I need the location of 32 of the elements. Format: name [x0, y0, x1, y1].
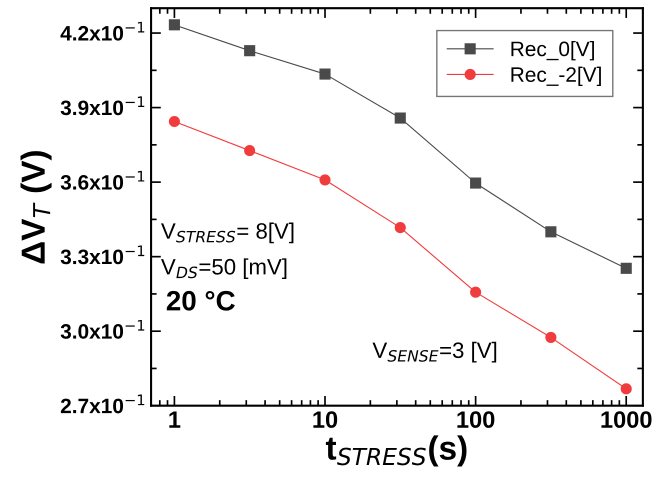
point [168, 116, 180, 128]
point [244, 145, 256, 156]
point [620, 383, 632, 394]
point [394, 222, 406, 234]
legend-label: Rec_-2[V] [511, 66, 601, 86]
x-tick-label: 10 [313, 411, 338, 428]
point [319, 174, 331, 186]
legend-label: Rec_0[V] [511, 40, 594, 60]
y-tick-label: 3.6x10$^{−1}$ [60, 170, 144, 190]
y-tick-label: 2.7x10$^{−1}$ [60, 394, 144, 414]
x-tick-label: 100 [457, 411, 494, 428]
point [394, 112, 406, 124]
x-tick-label: 1000 [601, 411, 652, 428]
annotation: V$_{DS}$=50 [mV] [161, 258, 286, 280]
x-axis-title: t$_{STRESS}$(s) [326, 435, 467, 466]
y-tick-label: 3.3x10$^{−1}$ [60, 245, 144, 264]
y-tick-label: 3.0x10$^{−1}$ [60, 320, 144, 339]
annotation: V$_{SENSE}$=3 [V] [372, 342, 496, 363]
point [168, 19, 180, 30]
point [319, 68, 331, 80]
x-tick-label: 1 [169, 411, 180, 428]
point [470, 286, 482, 298]
point [545, 332, 556, 343]
point [620, 262, 632, 274]
point [545, 226, 556, 238]
y-tick-label: 4.2x10$^{−1}$ [60, 22, 144, 41]
y-axis-title: ΔV$_{T}$ (V) [20, 151, 52, 264]
annotation: V$_{STRESS}$= 8[V] [161, 222, 294, 244]
y-tick-label: 3.9x10$^{−1}$ [60, 96, 144, 116]
annotation: 20 °C [166, 290, 235, 311]
point [244, 45, 256, 56]
point [470, 178, 482, 189]
